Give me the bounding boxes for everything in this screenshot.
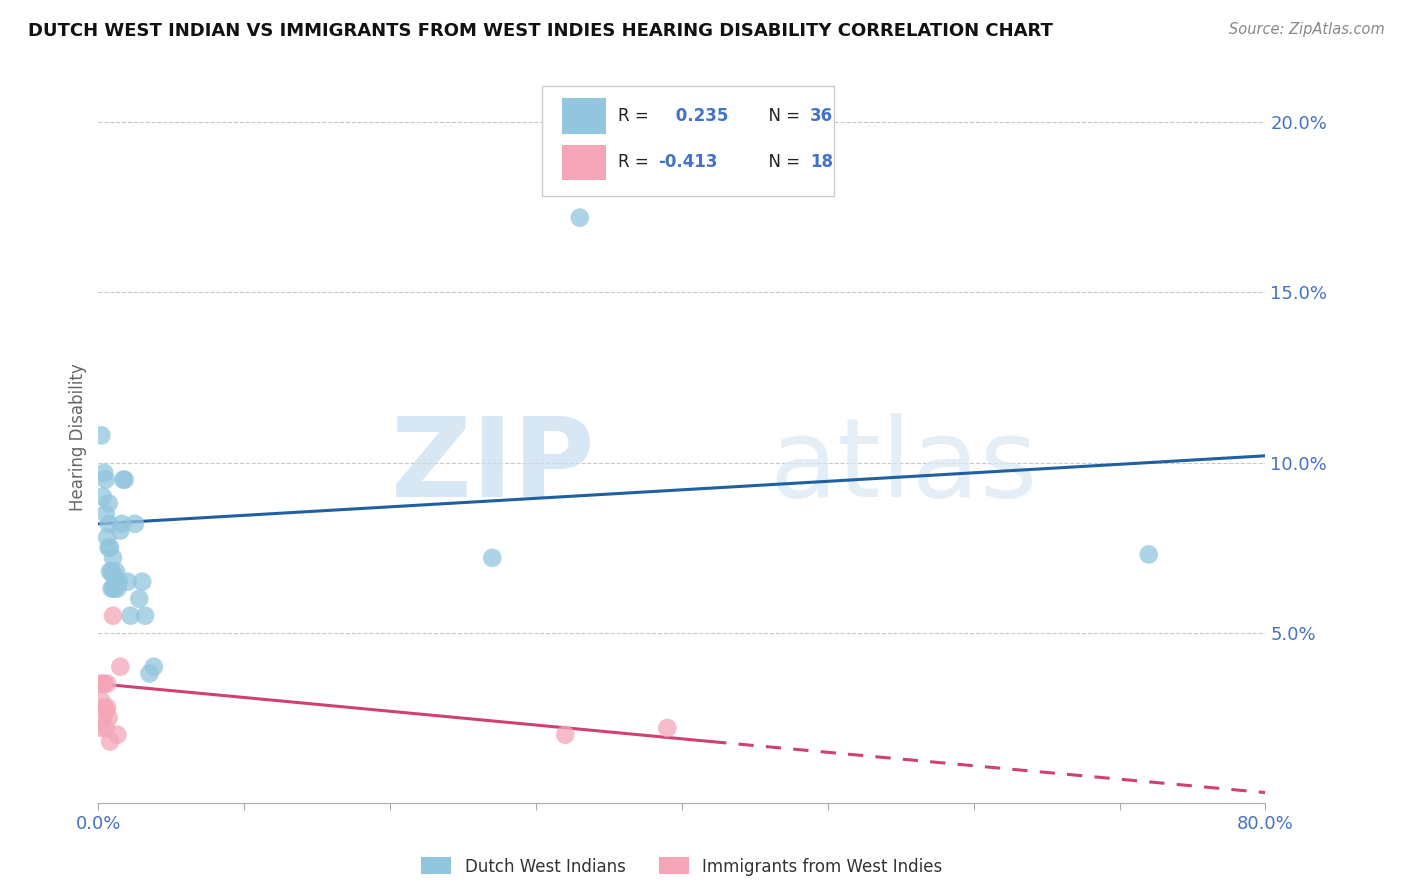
Point (108, 574, 131, 589)
Point (90, 694, 112, 708)
Point (134, 608, 156, 623)
Text: N =: N = (758, 107, 806, 125)
Point (97, 496, 120, 510)
Point (104, 565, 127, 579)
Point (91, 711, 114, 725)
Text: -0.413: -0.413 (658, 153, 718, 171)
Point (568, 211, 591, 225)
Point (94, 507, 117, 521)
Point (94, 721, 117, 735)
Point (117, 574, 139, 589)
Point (138, 666, 160, 681)
Point (101, 608, 124, 623)
Point (105, 582, 128, 596)
Text: 18: 18 (810, 153, 834, 171)
Point (110, 524, 132, 538)
Point (91, 490, 114, 504)
Point (110, 659, 132, 673)
Point (657, 721, 679, 735)
Point (96, 531, 118, 545)
Point (97, 516, 120, 531)
Point (114, 473, 136, 487)
Point (131, 574, 153, 589)
Text: ZIP: ZIP (391, 413, 595, 520)
Point (105, 728, 128, 742)
Point (98, 541, 121, 555)
Point (1137, 548, 1160, 562)
Point (104, 574, 127, 589)
Point (97, 541, 120, 555)
Point (101, 567, 124, 582)
Point (94, 473, 117, 487)
Point (124, 516, 146, 531)
Y-axis label: Hearing Disability: Hearing Disability (69, 363, 87, 511)
Bar (562, 145, 606, 179)
Point (120, 608, 142, 623)
Text: R =: R = (617, 153, 654, 171)
Point (98, 734, 121, 748)
Point (100, 582, 122, 596)
Point (93, 700, 115, 714)
Text: DUTCH WEST INDIAN VS IMMIGRANTS FROM WEST INDIES HEARING DISABILITY CORRELATION : DUTCH WEST INDIAN VS IMMIGRANTS FROM WES… (28, 22, 1053, 40)
Point (100, 565, 122, 579)
Point (128, 591, 150, 606)
Point (91, 677, 114, 691)
Point (94, 704, 117, 718)
FancyBboxPatch shape (541, 86, 834, 195)
Text: 0.235: 0.235 (671, 107, 728, 125)
Point (90, 721, 112, 735)
Text: atlas: atlas (769, 413, 1038, 520)
Point (481, 550, 503, 565)
Point (97, 711, 120, 725)
Point (111, 516, 134, 531)
Point (101, 550, 124, 565)
Bar (562, 98, 606, 134)
Point (554, 728, 576, 742)
Point (89, 677, 111, 691)
Point (112, 473, 135, 487)
Legend: Dutch West Indians, Immigrants from West Indies: Dutch West Indians, Immigrants from West… (415, 851, 949, 882)
Text: N =: N = (758, 153, 806, 171)
Point (103, 582, 125, 596)
Point (90, 428, 112, 442)
Point (142, 659, 165, 673)
Point (96, 700, 118, 714)
Point (98, 565, 121, 579)
Text: R =: R = (617, 107, 654, 125)
Text: Source: ZipAtlas.com: Source: ZipAtlas.com (1229, 22, 1385, 37)
Point (101, 582, 124, 596)
Text: 36: 36 (810, 107, 834, 125)
Point (93, 677, 115, 691)
Point (96, 677, 118, 691)
Point (93, 466, 115, 480)
